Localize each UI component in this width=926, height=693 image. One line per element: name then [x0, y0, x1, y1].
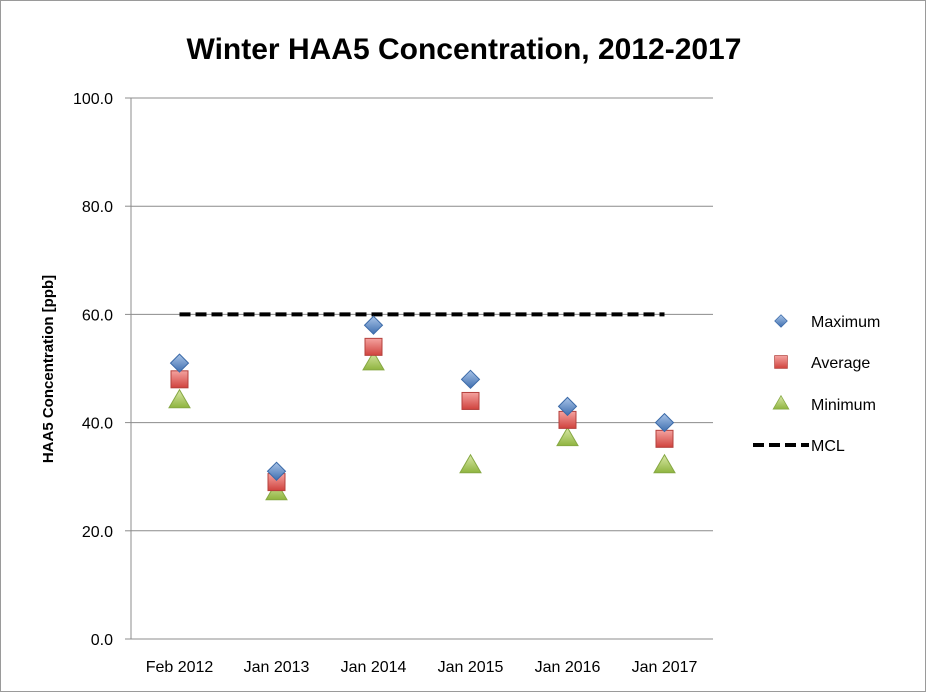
x-tick-label: Jan 2017 — [632, 659, 698, 676]
point-average — [655, 429, 674, 448]
legend: Maximum Average Minimum MCL — [753, 314, 880, 455]
data-series — [168, 312, 676, 501]
legend-label: MCL — [811, 438, 845, 455]
legend-item-minimum: Minimum — [772, 394, 876, 414]
point-average — [170, 370, 189, 389]
legend-swatch — [774, 355, 788, 369]
legend-item-mcl: MCL — [753, 438, 845, 455]
point-maximum — [557, 396, 578, 417]
x-tick-labels: Feb 2012 Jan 2013 Jan 2014 Jan 2015 Jan 2016… — [146, 659, 698, 676]
grid-lines — [125, 97, 713, 640]
series-minimum — [168, 350, 676, 501]
legend-swatch — [774, 314, 788, 328]
legend-label: Maximum — [811, 314, 880, 331]
y-tick-label: 0.0 — [91, 632, 113, 649]
x-tick-label: Jan 2016 — [535, 659, 601, 676]
legend-label: Average — [811, 355, 870, 372]
point-maximum — [363, 315, 384, 335]
point-maximum — [654, 412, 675, 433]
y-tick-label: 40.0 — [82, 416, 113, 433]
point-average — [364, 337, 383, 356]
x-tick-label: Jan 2015 — [438, 659, 504, 676]
point-minimum — [653, 453, 676, 474]
point-average — [461, 391, 480, 410]
series-maximum — [169, 315, 675, 481]
x-tick-label: Feb 2012 — [146, 659, 214, 676]
series-average — [170, 337, 674, 492]
y-tick-label: 100.0 — [73, 91, 113, 108]
legend-swatch — [772, 394, 790, 410]
point-maximum — [460, 369, 481, 390]
legend-label: Minimum — [811, 397, 876, 414]
y-tick-label: 60.0 — [82, 307, 113, 324]
legend-item-average: Average — [774, 355, 870, 372]
point-maximum — [169, 353, 190, 373]
y-tick-label: 80.0 — [82, 199, 113, 216]
x-tick-label: Jan 2013 — [244, 659, 310, 676]
point-minimum — [362, 350, 385, 371]
legend-item-maximum: Maximum — [774, 314, 880, 331]
chart-title: Winter HAA5 Concentration, 2012-2017 — [187, 33, 742, 66]
point-maximum — [266, 461, 287, 481]
y-tick-labels: 0.0 20.0 40.0 60.0 80.0 100.0 — [73, 91, 113, 649]
point-minimum — [168, 388, 191, 409]
point-minimum — [556, 426, 579, 447]
y-tick-label: 20.0 — [82, 524, 113, 541]
y-axis-label: HAA5 Concentration [ppb] — [40, 275, 57, 463]
x-tick-label: Jan 2014 — [341, 659, 407, 676]
point-minimum — [459, 453, 482, 474]
